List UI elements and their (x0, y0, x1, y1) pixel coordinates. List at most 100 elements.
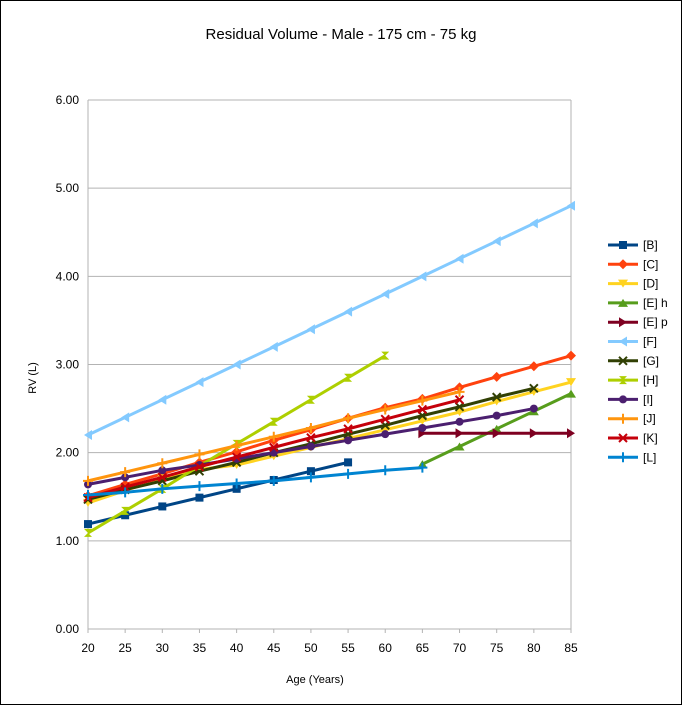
data-point-i (158, 466, 167, 475)
legend-label: [F] (643, 335, 657, 349)
legend-item-c: [C] (608, 257, 658, 271)
x-tick-label: 70 (453, 641, 467, 655)
x-tick-label: 85 (564, 641, 578, 655)
data-point-i (455, 417, 464, 426)
legend-marker (618, 279, 628, 288)
legend-label: [L] (643, 450, 656, 464)
data-point-l (268, 475, 279, 486)
data-point-e-p (567, 428, 575, 439)
x-tick-label: 75 (490, 641, 504, 655)
legend-item-k: [K] (608, 431, 658, 445)
data-point-l (194, 481, 205, 492)
data-point-j (157, 458, 168, 469)
data-point-j (380, 404, 391, 415)
legend-marker (618, 298, 628, 307)
legend-label: [D] (643, 277, 658, 291)
data-point-l (380, 465, 391, 476)
data-point-k (269, 442, 279, 453)
data-point-k (157, 472, 168, 483)
y-tick-label: 0.00 (56, 622, 80, 636)
data-point-f (492, 236, 501, 247)
legend-label: [H] (643, 373, 658, 387)
x-tick-label: 25 (118, 641, 132, 655)
data-point-b (121, 511, 130, 520)
data-point-j (454, 386, 465, 397)
legend-item-j: [J] (608, 412, 656, 426)
data-point-l (83, 489, 93, 500)
data-point-e-p (492, 428, 501, 439)
data-point-f (158, 394, 167, 405)
data-point-f (455, 253, 464, 264)
data-point-f (567, 200, 575, 211)
data-point-i (381, 430, 390, 439)
data-point-f (344, 306, 353, 317)
data-point-k (306, 432, 316, 443)
data-point-f (269, 341, 278, 352)
legend-item-e-p: [E] p (608, 315, 668, 329)
data-point-l (305, 472, 316, 483)
data-point-b (84, 520, 92, 529)
data-point-j (343, 413, 354, 424)
data-point-h (344, 373, 353, 382)
x-tick-label: 35 (193, 641, 207, 655)
data-point-j (268, 431, 279, 442)
data-point-b (158, 502, 167, 511)
data-point-k (343, 424, 353, 434)
tick-labels: 0.00 1.00 2.00 3.00 4.00 5.00 6.00 20 25 30 35 40 45… (56, 93, 578, 655)
x-tick-label: 55 (341, 641, 355, 655)
data-point-i (344, 436, 353, 445)
data-point-j (231, 440, 242, 451)
data-point-i (529, 404, 538, 413)
data-point-f (306, 324, 315, 335)
y-tick-label: 1.00 (56, 534, 80, 548)
data-point-h (269, 417, 278, 426)
data-point-i (418, 423, 427, 432)
chart-title: Residual Volume - Male - 175 cm - 75 kg (206, 26, 477, 43)
series-line-l (87, 466, 423, 497)
data-point-f (418, 271, 427, 282)
data-point-c (566, 350, 576, 361)
legend-marker (619, 395, 627, 404)
legend-item-l: [L] (608, 450, 656, 464)
series-line-b (87, 460, 349, 526)
legend-label: [I] (643, 392, 653, 406)
data-point-b (344, 458, 353, 467)
y-axis-label: RV (L) (27, 362, 39, 394)
legend-marker (619, 317, 627, 328)
data-point-d (566, 378, 576, 387)
x-tick-label: 65 (416, 641, 430, 655)
data-point-b (232, 484, 241, 493)
legend-label: [G] (643, 354, 659, 368)
legend-label: [B] (643, 238, 658, 252)
data-point-e-p (455, 428, 464, 439)
series-group (83, 200, 576, 537)
data-point-f (121, 412, 130, 423)
legend-item-f: [F] (608, 335, 657, 349)
y-tick-label: 2.00 (56, 446, 80, 460)
data-point-h (84, 528, 92, 537)
legend-marker (619, 241, 627, 249)
data-point-f (381, 288, 390, 299)
y-tick-label: 6.00 (56, 93, 80, 107)
data-point-k (417, 404, 428, 415)
data-point-l (417, 462, 428, 473)
data-point-j (194, 449, 205, 460)
data-point-l (231, 478, 242, 489)
series-line-f (87, 204, 572, 437)
data-point-j (305, 422, 316, 433)
legend-item-e-h: [E] h (608, 296, 668, 310)
data-point-f (232, 359, 241, 370)
data-point-k (194, 462, 205, 472)
data-point-f (195, 377, 204, 388)
legend-marker (618, 413, 628, 424)
legend-item-d: [D] (608, 277, 658, 291)
data-point-e-p (529, 428, 538, 439)
legend-item-h: [H] (608, 373, 658, 387)
data-point-c (491, 371, 502, 382)
legend-marker (618, 433, 628, 443)
legend-label: [K] (643, 431, 658, 445)
x-axis-label: Age (Years) (286, 674, 344, 686)
x-tick-label: 20 (81, 641, 95, 655)
